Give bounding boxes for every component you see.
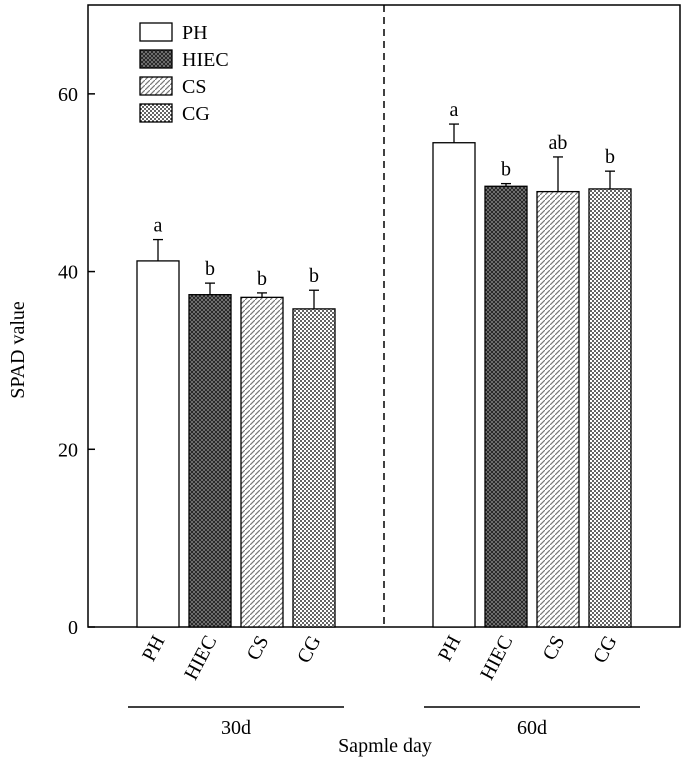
x-tick-label: HIEC	[180, 632, 221, 684]
bar	[292, 308, 336, 628]
value-label: b	[605, 146, 615, 168]
legend-label: PH	[182, 22, 208, 44]
bar	[484, 185, 528, 628]
y-axis-label: SPAD value	[7, 301, 29, 399]
bar	[240, 296, 284, 628]
x-tick-label: PH	[434, 632, 465, 665]
x-tick-label: CS	[539, 632, 570, 664]
bar	[432, 142, 476, 628]
x-tick-label: PH	[138, 632, 169, 665]
legend-swatch	[139, 49, 173, 69]
group-label: 30d	[221, 717, 251, 739]
x-tick-label: CG	[589, 632, 621, 667]
y-tick-label: 40	[58, 262, 78, 284]
x-tick-label: CS	[243, 632, 274, 664]
group-label: 60d	[517, 717, 547, 739]
legend-swatch	[139, 22, 173, 42]
y-tick-label: 20	[58, 439, 78, 461]
legend-swatch	[139, 76, 173, 96]
y-tick-label: 60	[58, 84, 78, 106]
y-tick-label: 0	[68, 617, 78, 639]
bar	[588, 188, 632, 628]
x-axis-label: Sapmle day	[338, 735, 432, 757]
value-label: b	[205, 258, 215, 280]
legend-label: CG	[182, 103, 210, 125]
value-label: b	[257, 268, 267, 290]
value-label: ab	[549, 132, 568, 154]
value-label: b	[501, 159, 511, 181]
value-label: b	[309, 265, 319, 287]
legend-label: CS	[182, 76, 206, 98]
legend-label: HIEC	[182, 49, 229, 71]
bar	[536, 190, 580, 628]
x-tick-label: HIEC	[476, 632, 517, 684]
legend-swatch	[139, 103, 173, 123]
value-label: a	[450, 99, 459, 121]
value-label: a	[154, 215, 163, 237]
bar	[188, 294, 232, 628]
bar	[136, 260, 180, 628]
x-tick-label: CG	[293, 632, 325, 667]
